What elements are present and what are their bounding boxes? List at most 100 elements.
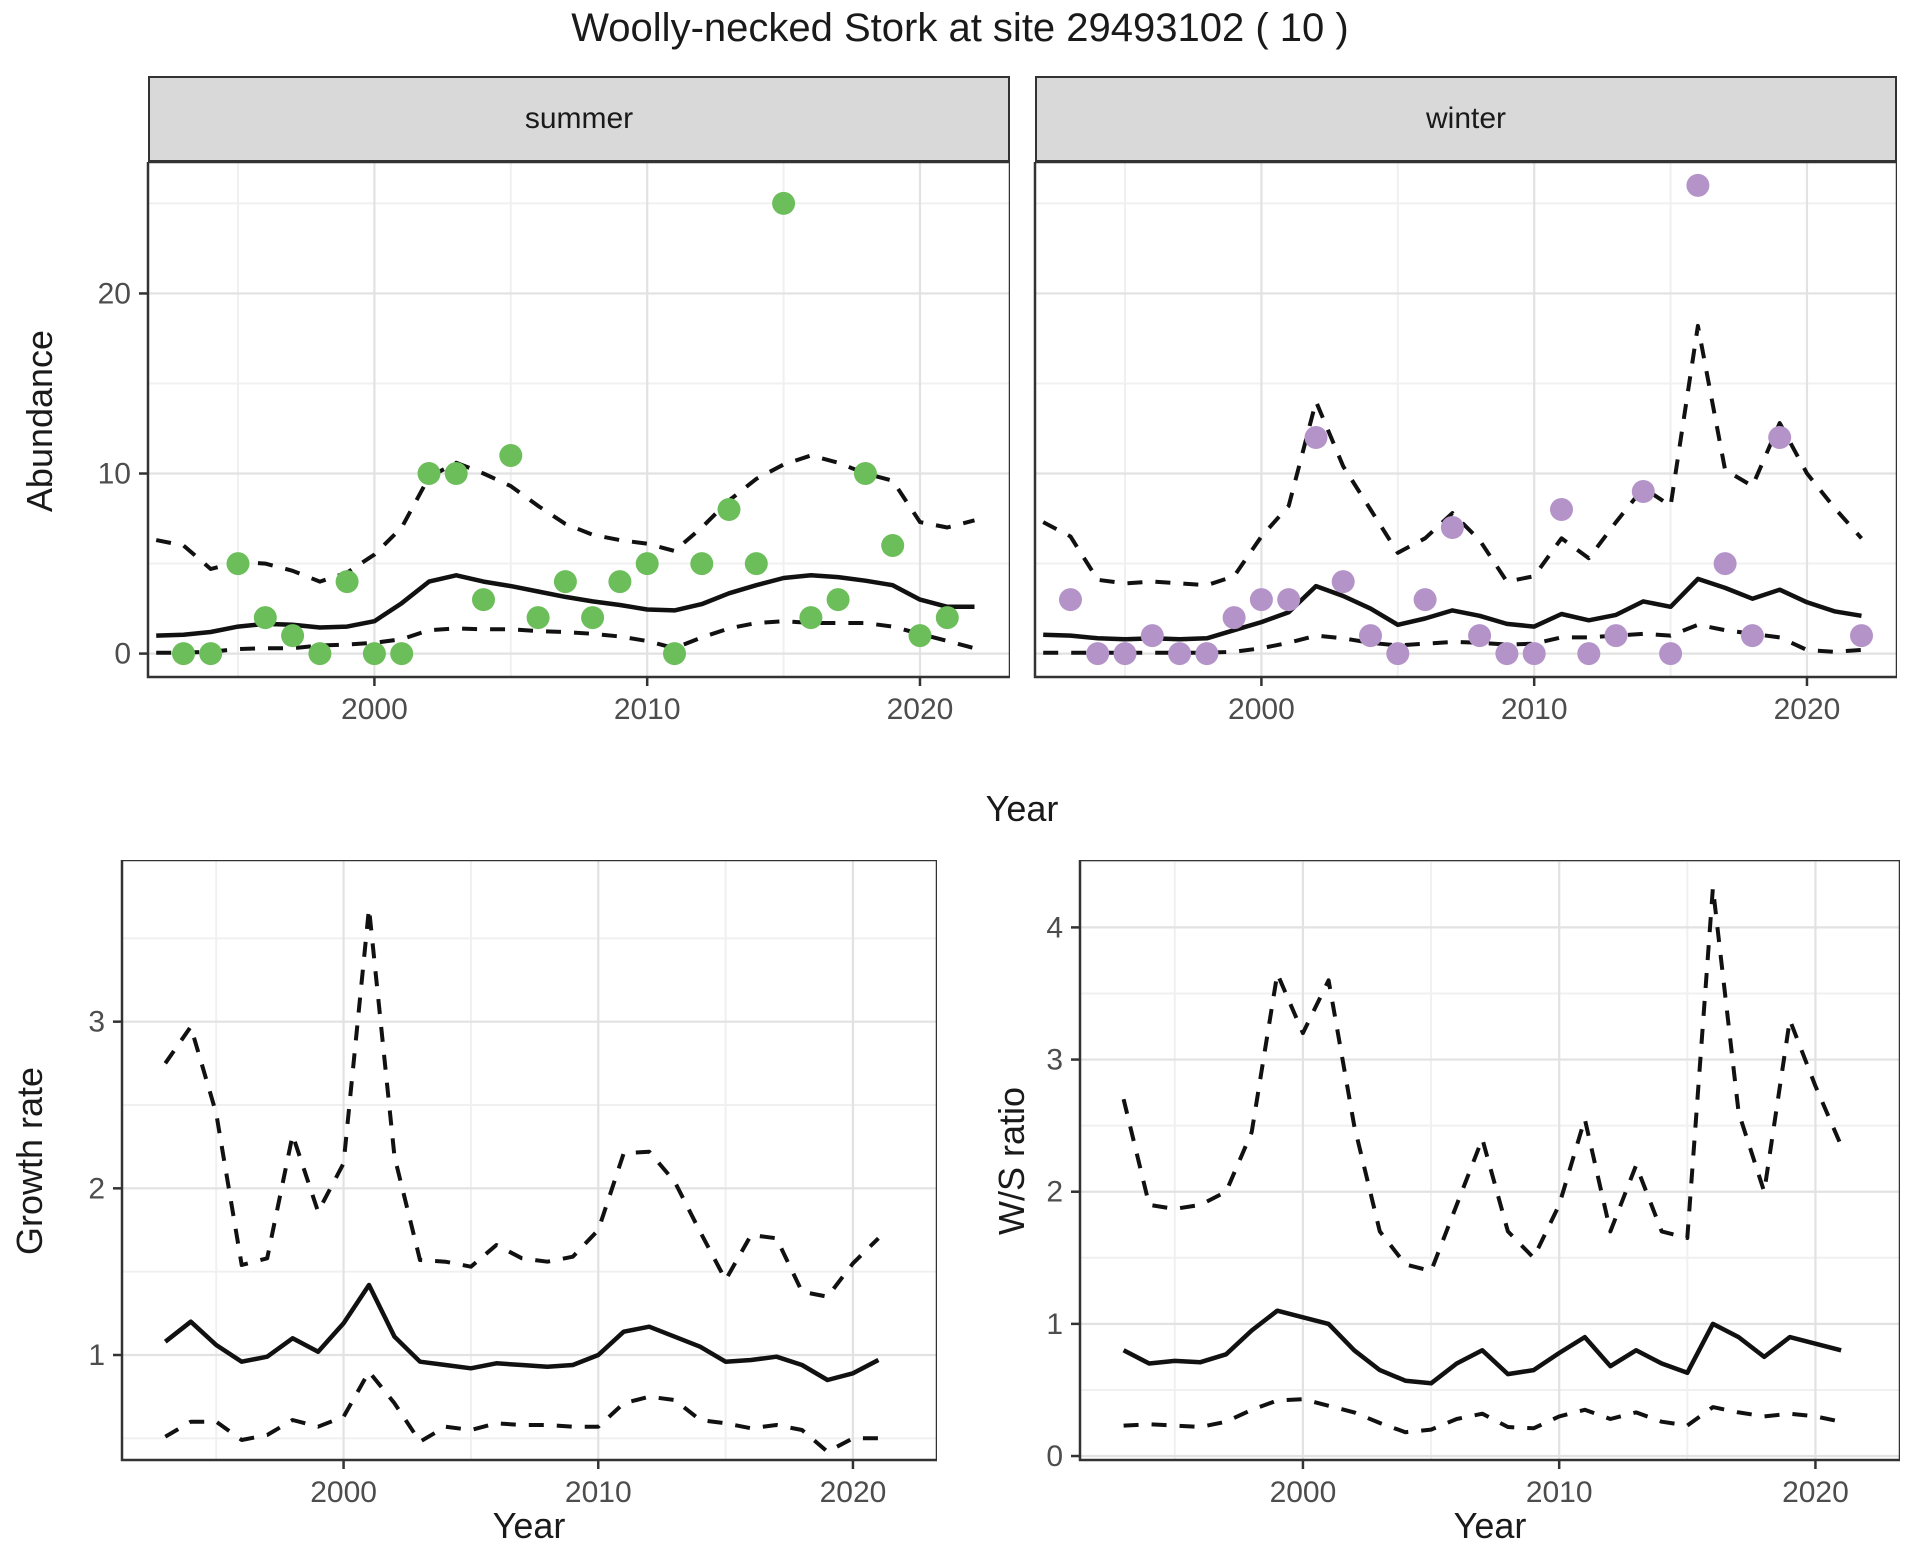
data-point — [1740, 624, 1764, 648]
chart-growth: 2000 2010 2020 1 2 3 — [88, 860, 937, 1509]
data-points — [1059, 173, 1873, 666]
y-tick-label: 2 — [1046, 1176, 1063, 1209]
data-point — [1468, 624, 1492, 648]
data-point — [417, 462, 441, 485]
gridlines-major — [1080, 860, 1900, 1460]
upper95-line — [1042, 323, 1863, 588]
data-point — [1850, 624, 1873, 648]
y-tick-label: 1 — [88, 1339, 105, 1372]
x-tick-label: 2010 — [614, 693, 681, 726]
axis-ticks: 2000 2010 2020 — [1228, 677, 1840, 726]
x-tick-label: 2000 — [1228, 693, 1295, 726]
upper95-line — [163, 906, 880, 1299]
chart-ws: 2000 2010 2020 0 1 2 3 4 — [1046, 860, 1900, 1509]
data-point — [172, 642, 195, 666]
data-point — [772, 191, 796, 215]
x-tick-label: 2010 — [1526, 1476, 1593, 1509]
y-tick-label: 1 — [1046, 1308, 1063, 1341]
data-point — [1277, 588, 1301, 612]
y-tick-label: 3 — [1046, 1044, 1063, 1077]
data-point — [1768, 426, 1792, 449]
mean-line — [163, 1282, 880, 1383]
data-point — [1550, 498, 1573, 521]
year-axis-title-top: Year — [985, 788, 1059, 829]
data-points — [172, 191, 959, 666]
data-point — [935, 606, 959, 630]
gridlines-minor — [148, 162, 1010, 677]
axis-ticks: 2000 2010 2020 0 1 2 3 4 — [1046, 911, 1849, 1509]
gridlines-minor — [122, 860, 937, 1460]
data-point — [1577, 642, 1601, 666]
data-point — [1440, 516, 1464, 539]
gridlines-minor — [1080, 860, 1900, 1460]
data-point — [362, 642, 386, 666]
facet-strip-winter: winter — [1035, 76, 1897, 162]
y-tick-label: 4 — [1046, 911, 1063, 944]
data-point — [744, 552, 768, 576]
data-point — [1495, 642, 1519, 666]
data-point — [1713, 552, 1737, 576]
data-point — [799, 606, 823, 630]
data-point — [1168, 642, 1192, 666]
data-point — [1059, 588, 1082, 612]
y-tick-label: 10 — [98, 458, 131, 491]
x-tick-label: 2010 — [565, 1476, 632, 1509]
x-tick-label: 2020 — [887, 693, 954, 726]
x-tick-label: 2020 — [1774, 693, 1841, 726]
figure-title: Woolly-necked Stork at site 29493102 ( 1… — [571, 6, 1349, 50]
mean-line — [1043, 576, 1862, 642]
data-point — [663, 642, 686, 666]
data-point — [1249, 588, 1273, 612]
x-tick-label: 2020 — [820, 1476, 887, 1509]
data-point — [635, 552, 659, 576]
mean-line — [1122, 1308, 1842, 1386]
data-point — [581, 606, 605, 630]
y-tick-label: 2 — [88, 1172, 105, 1205]
data-point — [908, 624, 932, 648]
data-point — [1413, 588, 1437, 612]
data-point — [1113, 642, 1137, 666]
chart-winter: 2000 2010 2020 — [1033, 162, 1897, 726]
chart-summer: 2000 2010 2020 0 10 20 — [98, 162, 1010, 726]
x-tick-label: 2000 — [1270, 1476, 1337, 1509]
y-tick-label: 0 — [1046, 1440, 1063, 1473]
upper95-line — [1121, 885, 1843, 1273]
data-point — [444, 462, 468, 485]
x-tick-label: 2010 — [1501, 693, 1568, 726]
data-point — [1522, 642, 1546, 666]
data-point — [308, 642, 332, 666]
data-point — [853, 462, 877, 485]
data-point — [335, 570, 359, 594]
lower95-line — [1123, 1397, 1842, 1435]
data-point — [281, 624, 305, 648]
data-point — [526, 606, 550, 630]
data-point — [608, 570, 632, 594]
year-axis-title-growth: Year — [492, 1505, 566, 1546]
data-point — [499, 444, 523, 467]
abundance-axis-title: Abundance — [19, 329, 60, 513]
data-point — [826, 588, 850, 612]
x-tick-label: 2000 — [310, 1476, 377, 1509]
axis-ticks: 2000 2010 2020 0 10 20 — [98, 277, 954, 726]
y-tick-label: 3 — [88, 1006, 105, 1039]
data-point — [253, 606, 277, 630]
data-point — [1359, 624, 1382, 648]
data-point — [390, 642, 414, 666]
data-point — [226, 552, 250, 576]
x-tick-label: 2020 — [1782, 1476, 1849, 1509]
upper95-line — [155, 453, 976, 584]
data-point — [1604, 624, 1628, 648]
data-point — [1631, 480, 1655, 503]
data-point — [1659, 642, 1683, 666]
gridlines-minor — [1035, 162, 1897, 677]
data-point — [1222, 606, 1246, 630]
facet-strip-summer: summer — [148, 76, 1010, 162]
y-tick-label: 20 — [98, 277, 131, 310]
facet-strip-winter-label: winter — [1425, 102, 1507, 135]
ws-ratio-axis-title: W/S ratio — [991, 1086, 1032, 1236]
data-point — [553, 570, 577, 594]
year-axis-title-ws: Year — [1453, 1505, 1527, 1546]
data-point — [1686, 173, 1710, 197]
data-point — [1195, 642, 1219, 666]
